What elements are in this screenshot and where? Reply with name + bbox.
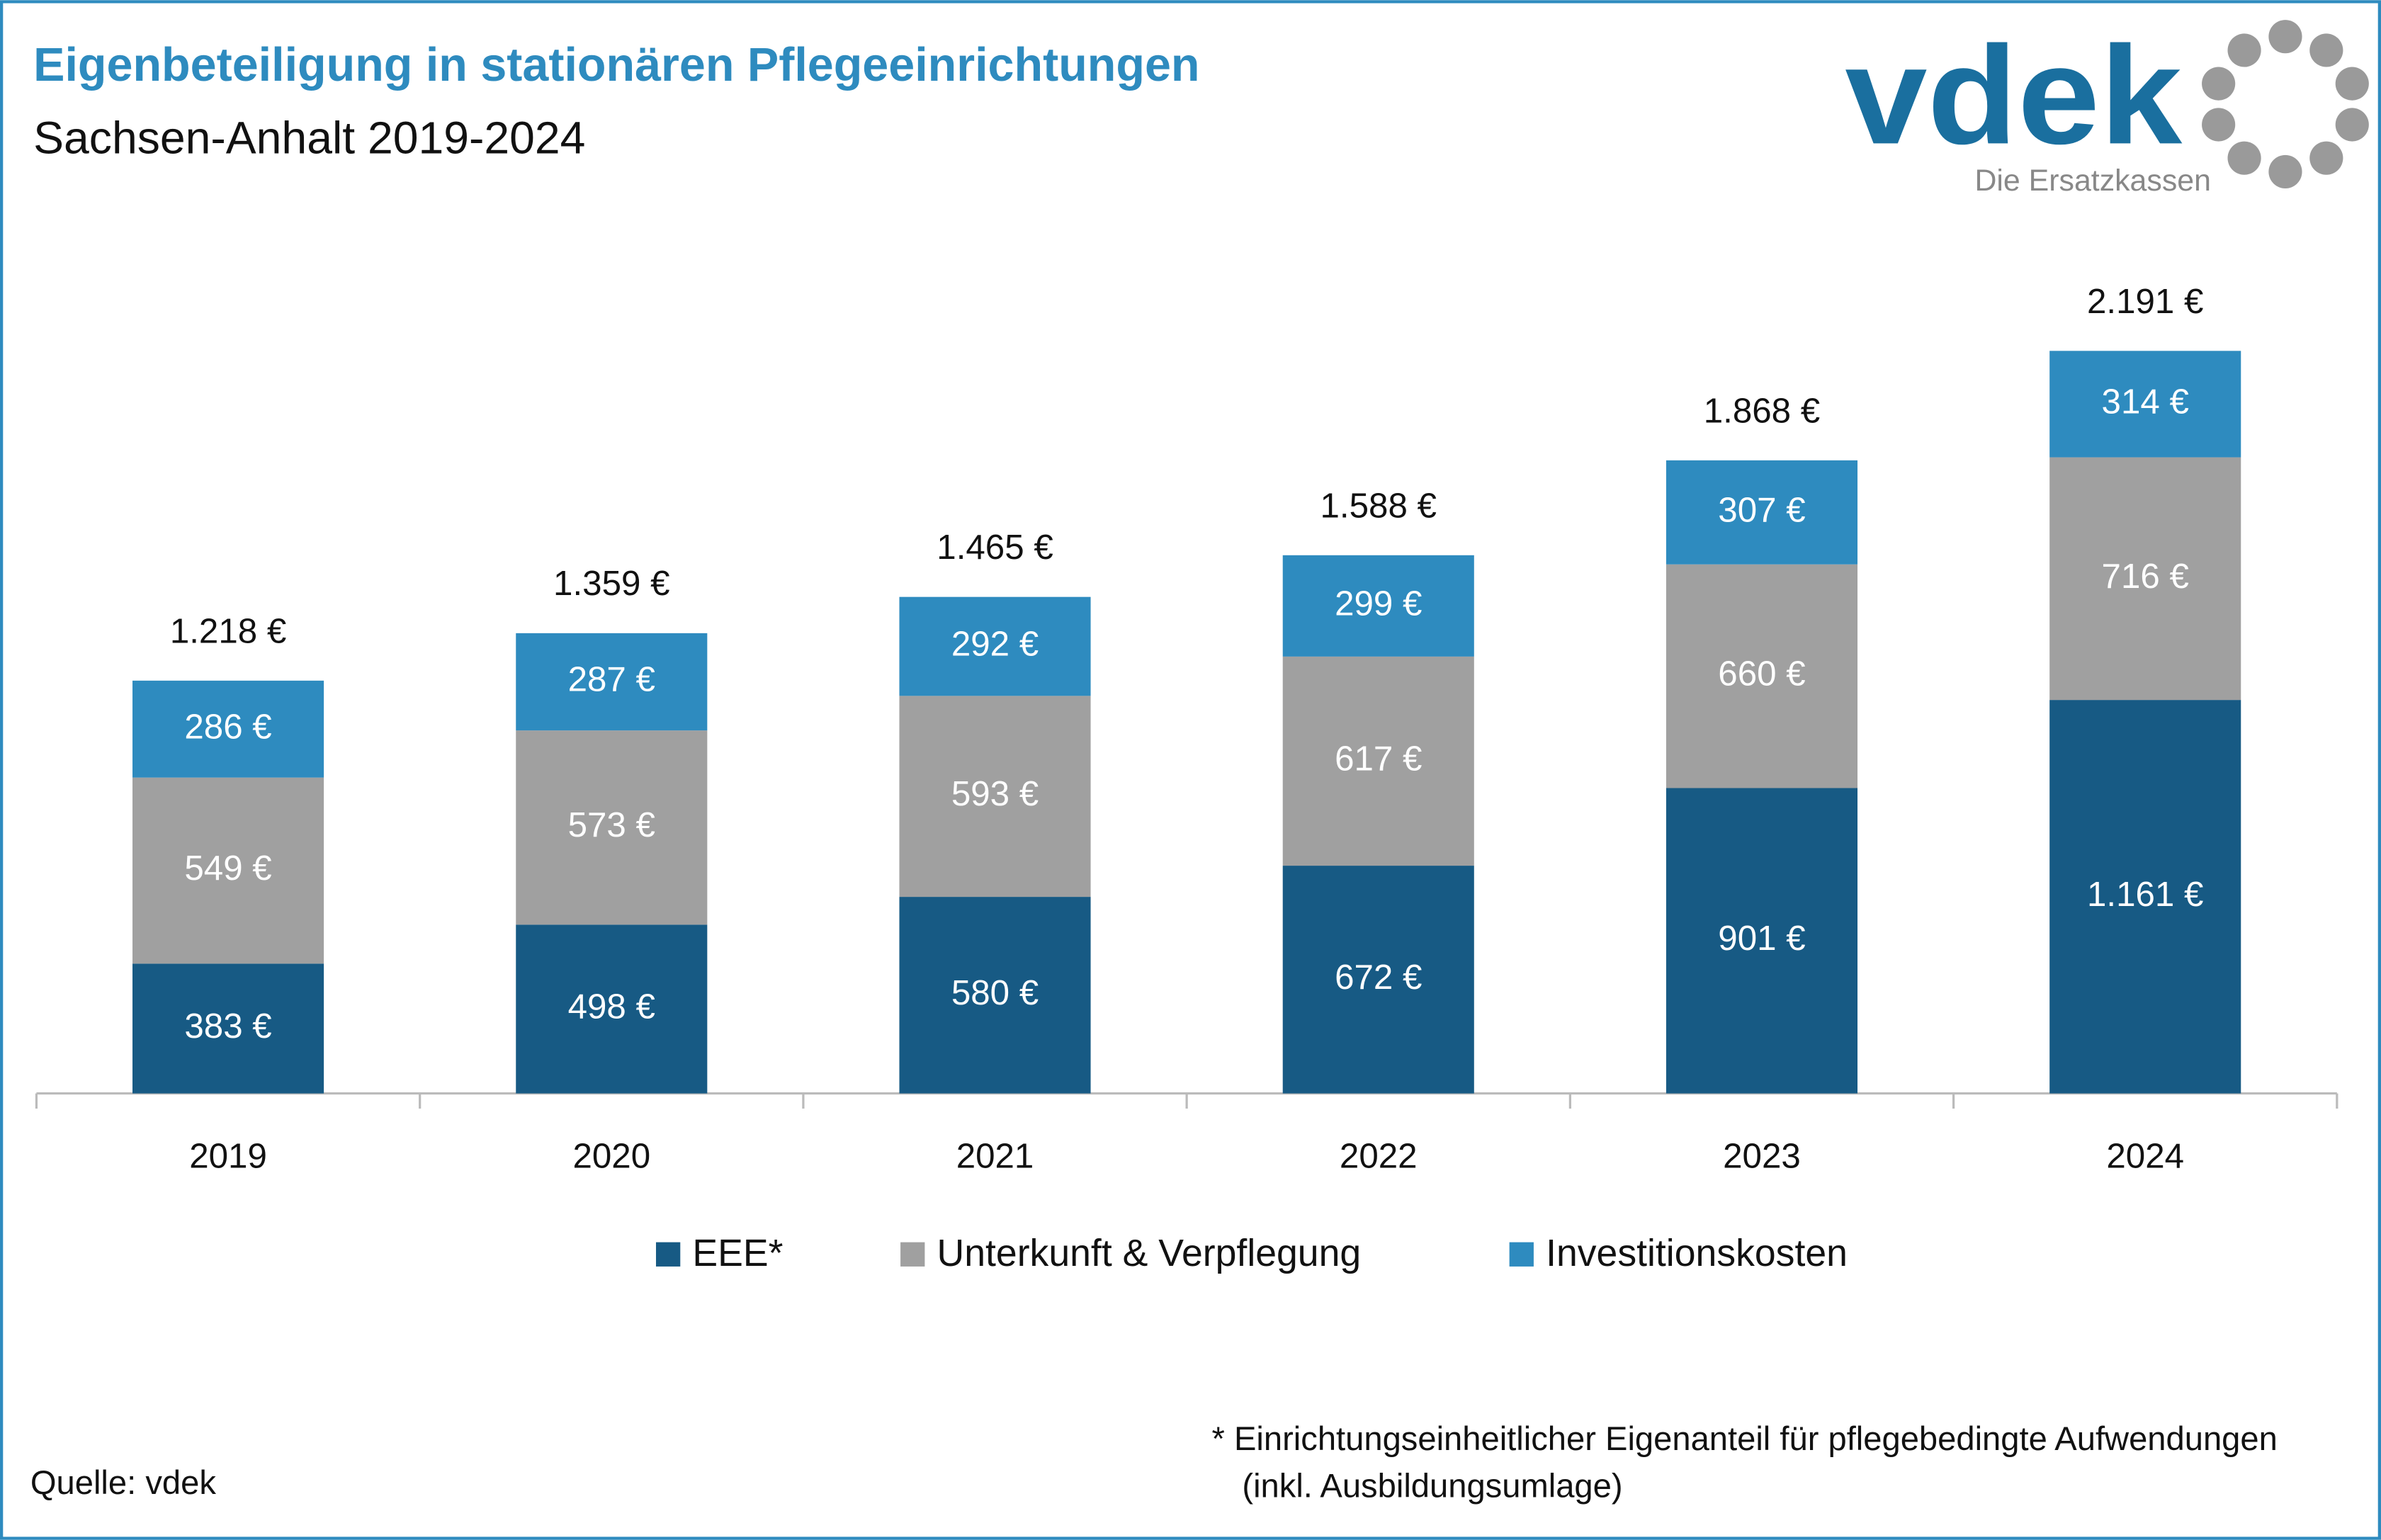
total-label: 1.218 €: [170, 611, 286, 650]
legend-swatch: [1509, 1242, 1534, 1267]
bar-segment: [1282, 656, 1474, 866]
value-label: 498 €: [568, 987, 655, 1026]
value-label: 593 €: [951, 774, 1039, 813]
total-label: 1.868 €: [1704, 391, 1820, 430]
value-label: 307 €: [1718, 490, 1805, 529]
value-label: 716 €: [2102, 557, 2189, 596]
legend-label: Unterkunft & Verpflegung: [937, 1232, 1362, 1274]
bar-segment: [1282, 866, 1474, 1094]
chart-subtitle: Sachsen-Anhalt 2019-2024: [33, 113, 585, 164]
bar-segment: [899, 897, 1091, 1094]
legend-label: EEE*: [692, 1232, 783, 1274]
x-tick-label: 2022: [1340, 1137, 1418, 1176]
footnote: (inkl. Ausbildungsumlage): [1242, 1466, 1622, 1504]
total-label: 1.359 €: [553, 564, 669, 603]
value-label: 287 €: [568, 660, 655, 699]
value-label: 314 €: [2102, 382, 2189, 421]
logo-text: vdek: [1845, 16, 2182, 173]
bar-segment: [1665, 788, 1858, 1094]
bar-segment: [1665, 564, 1858, 788]
bar-segment: [132, 963, 324, 1094]
x-tick-label: 2020: [572, 1137, 650, 1176]
value-label: 549 €: [184, 849, 271, 888]
x-tick-label: 2023: [1723, 1137, 1801, 1176]
bar-segment: [132, 777, 324, 964]
bar-segment: [899, 596, 1091, 696]
chart-title: Eigenbeteiligung in stationären Pflegeei…: [33, 39, 1199, 91]
bar-segment: [2049, 457, 2241, 701]
x-tick-label: 2021: [956, 1137, 1034, 1176]
footnote: * Einrichtungseinheitlicher Eigenanteil …: [1212, 1420, 2278, 1457]
value-label: 573 €: [568, 805, 655, 844]
bar-segment: [2049, 700, 2241, 1094]
bar-segment: [516, 633, 708, 731]
value-label: 383 €: [184, 1007, 271, 1046]
bar-segment: [2049, 351, 2241, 458]
total-label: 2.191 €: [2087, 282, 2203, 321]
value-label: 1.161 €: [2087, 875, 2203, 914]
bar-segment: [132, 680, 324, 778]
legend-swatch: [900, 1242, 925, 1267]
bar-segment: [1282, 555, 1474, 657]
value-label: 292 €: [951, 625, 1039, 664]
bar-segment: [516, 924, 708, 1094]
total-label: 1.465 €: [937, 528, 1053, 567]
bar-segment: [1665, 460, 1858, 565]
bar-segment: [899, 696, 1091, 898]
value-label: 580 €: [951, 973, 1039, 1012]
value-label: 299 €: [1335, 584, 1422, 623]
value-label: 286 €: [184, 707, 271, 746]
value-label: 660 €: [1718, 655, 1805, 693]
value-label: 672 €: [1335, 958, 1422, 997]
logo: vdek Die Ersatzkassen: [1845, 16, 2369, 198]
x-tick-label: 2024: [2106, 1137, 2184, 1176]
x-tick-label: 2019: [189, 1137, 267, 1176]
logo-tagline: Die Ersatzkassen: [1974, 164, 2210, 198]
legend-swatch: [655, 1242, 681, 1267]
value-label: 901 €: [1718, 919, 1805, 958]
logo-ring: [2202, 20, 2369, 189]
legend-label: Investitionskosten: [1546, 1232, 1848, 1274]
total-label: 1.588 €: [1320, 486, 1437, 525]
bar-segment: [516, 730, 708, 925]
value-label: 617 €: [1335, 739, 1422, 778]
source: Quelle: vdek: [30, 1463, 216, 1501]
